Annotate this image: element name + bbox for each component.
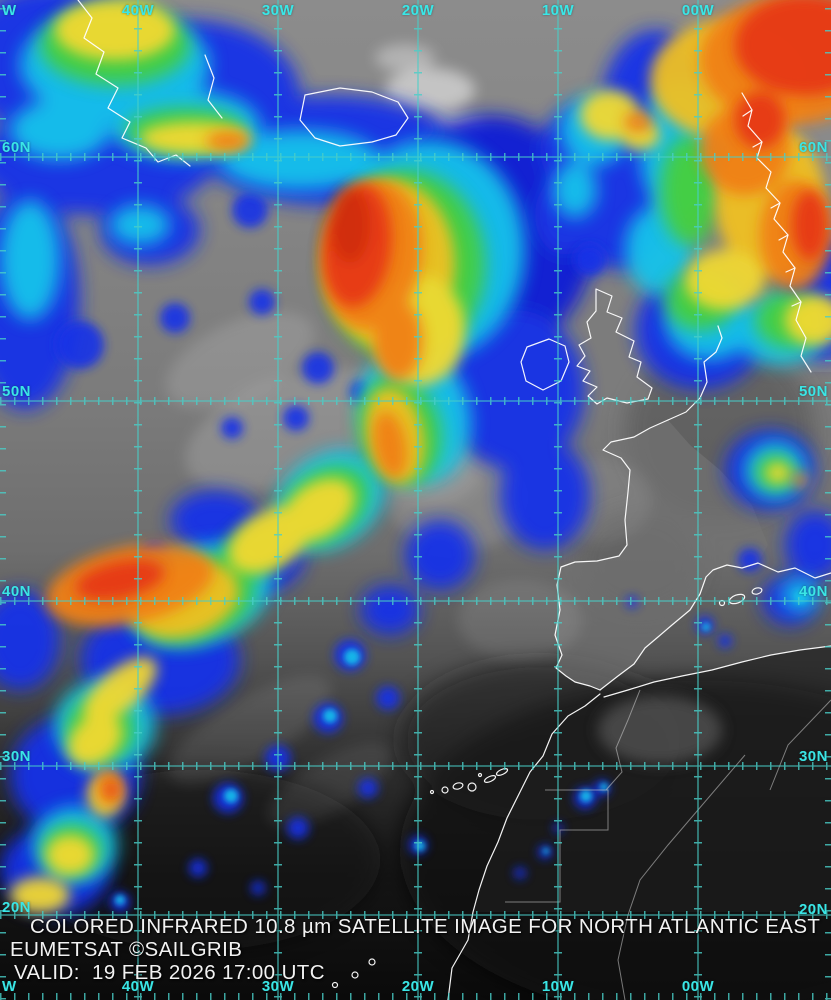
label-top-40w: 40W	[121, 2, 155, 19]
label-left-30n: 30N	[2, 748, 32, 765]
label-left-40n: 40N	[2, 583, 32, 600]
label-top-30w: 30W	[261, 2, 295, 19]
label-bottom-40w: 40W	[121, 978, 155, 995]
label-right-20n: 20N	[798, 901, 828, 918]
label-top-20w: 20W	[401, 2, 435, 19]
label-right-30n: 30N	[798, 748, 828, 765]
caption-validity: VALID: 19 FEB 2026 17:00 UTC	[14, 961, 325, 984]
label-top-10w: 10W	[541, 2, 575, 19]
label-bottom-50w-partial: W	[2, 978, 17, 995]
label-left-60n: 60N	[2, 139, 32, 156]
caption-credit: EUMETSAT ©SAILGRIB	[10, 938, 243, 961]
label-top-50w-partial: W	[2, 2, 17, 19]
label-bottom-10w: 10W	[541, 978, 575, 995]
label-bottom-30w: 30W	[261, 978, 295, 995]
label-right-40n: 40N	[798, 583, 828, 600]
label-top-00w: 00W	[681, 2, 715, 19]
caption-title: COLORED INFRARED 10.8 µm SATELLITE IMAGE…	[30, 915, 821, 938]
label-left-50n: 50N	[2, 383, 32, 400]
label-bottom-00w: 00W	[681, 978, 715, 995]
label-right-60n: 60N	[798, 139, 828, 156]
label-bottom-20w: 20W	[401, 978, 435, 995]
label-right-50n: 50N	[798, 383, 828, 400]
label-left-20n: 20N	[2, 899, 32, 916]
